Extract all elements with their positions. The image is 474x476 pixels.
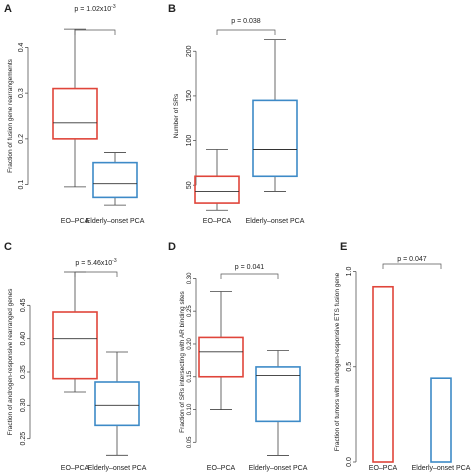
panel-b-significance-bracket bbox=[216, 29, 276, 35]
panel-a-label: A bbox=[4, 3, 12, 15]
panel-b-y-tick-label: 200 bbox=[186, 45, 193, 57]
panel-d-significance-bracket bbox=[220, 273, 279, 279]
panel-d-y-tick-label: 0.25 bbox=[187, 305, 193, 317]
panel-c-y-tick-label: 0.25 bbox=[20, 432, 27, 446]
panel-b-y-tick-label: 50 bbox=[186, 181, 193, 189]
panel-a-category-label: EO–PCA bbox=[61, 218, 90, 225]
panel-d-y-axis-title: Fraction of SRs intersecting with AR bin… bbox=[179, 290, 186, 432]
panel-e-category-label: Elderly–onset PCA bbox=[412, 465, 471, 472]
panel-d-category-label: Elderly–onset PCA bbox=[249, 465, 308, 472]
panel-a-category-label: Elderly–onset PCA bbox=[86, 218, 145, 225]
panel-d-y-tick-label: 0.30 bbox=[187, 272, 193, 284]
panel-a-box-elderly-onset-pca bbox=[92, 161, 138, 199]
panel-e-y-tick-label: 0.0 bbox=[346, 457, 353, 467]
panel-e-p-value: p = 0.047 bbox=[397, 256, 426, 263]
panel-d-p-value: p = 0.041 bbox=[235, 264, 264, 271]
panel-b-y-tick-label: 150 bbox=[186, 90, 193, 102]
panel-e-category-label: EO–PCA bbox=[369, 465, 398, 472]
panel-d-box-eo-pca bbox=[198, 336, 244, 378]
panel-a-y-tick-label: 0.4 bbox=[18, 42, 25, 52]
panel-b-y-tick-label: 100 bbox=[186, 135, 193, 147]
panel-c-y-tick-label: 0.45 bbox=[20, 298, 27, 312]
panel-a-box-eo-pca bbox=[52, 87, 98, 140]
panel-e-y-tick-label: 1.0 bbox=[346, 267, 353, 277]
panel-c-category-label: EO–PCA bbox=[61, 465, 90, 472]
panel-e-bar-eo-pca bbox=[372, 285, 394, 463]
panel-e-label: E bbox=[340, 241, 347, 253]
panel-c-y-tick-label: 0.30 bbox=[20, 398, 27, 412]
panel-e-y-axis-title: Fraction of tumors with androgen-respons… bbox=[334, 272, 341, 451]
panel-a-significance-bracket bbox=[74, 29, 116, 35]
panel-c-box-eo-pca bbox=[52, 311, 98, 380]
panel-c-category-label: Elderly–onset PCA bbox=[88, 465, 147, 472]
panel-b-y-axis-title: Number of SRs bbox=[173, 93, 180, 138]
panel-d-y-tick-label: 0.15 bbox=[187, 370, 193, 382]
panel-b-category-label: Elderly–onset PCA bbox=[246, 218, 305, 225]
panel-b-category-label: EO–PCA bbox=[203, 218, 232, 225]
panel-b-p-value: p = 0.038 bbox=[231, 18, 260, 25]
panel-a-y-tick-label: 0.2 bbox=[18, 134, 25, 144]
panel-a-y-axis-title: Fraction of fusion gene rearrangements bbox=[7, 58, 14, 173]
panel-d-y-tick-label: 0.10 bbox=[187, 403, 193, 415]
panel-c-p-value: p = 5.46x10-3 bbox=[75, 258, 116, 267]
panel-b-label: B bbox=[168, 3, 176, 15]
panel-d-y-tick-label: 0.20 bbox=[187, 337, 193, 349]
panel-c-y-tick-label: 0.40 bbox=[20, 332, 27, 346]
panel-a-y-tick-label: 0.1 bbox=[18, 180, 25, 190]
panel-e-significance-bracket bbox=[382, 263, 442, 269]
panel-c-significance-bracket bbox=[74, 271, 118, 277]
panel-c-y-tick-label: 0.35 bbox=[20, 365, 27, 379]
panel-e-bar-elderly-onset-pca bbox=[430, 377, 452, 463]
panel-d-category-label: EO–PCA bbox=[207, 465, 236, 472]
panel-b-box-eo-pca bbox=[194, 175, 240, 204]
panel-d-box-elderly-onset-pca bbox=[255, 366, 301, 423]
panel-a-p-value: p = 1.02x10-3 bbox=[74, 4, 115, 13]
panel-d-y-tick-label: 0.05 bbox=[187, 436, 193, 448]
panel-c-label: C bbox=[4, 241, 12, 253]
panel-c-p-value-exponent: -3 bbox=[112, 258, 117, 264]
panel-a-p-value-exponent: -3 bbox=[111, 4, 116, 10]
panel-d-label: D bbox=[168, 241, 176, 253]
panel-e-y-tick-label: 0.5 bbox=[346, 362, 353, 372]
panel-a-y-tick-label: 0.3 bbox=[18, 88, 25, 98]
panel-c-y-axis-title: Fraction of androgen-responsive rearrang… bbox=[7, 288, 14, 435]
panel-b-box-elderly-onset-pca bbox=[252, 99, 298, 178]
panel-c-box-elderly-onset-pca bbox=[94, 381, 140, 427]
